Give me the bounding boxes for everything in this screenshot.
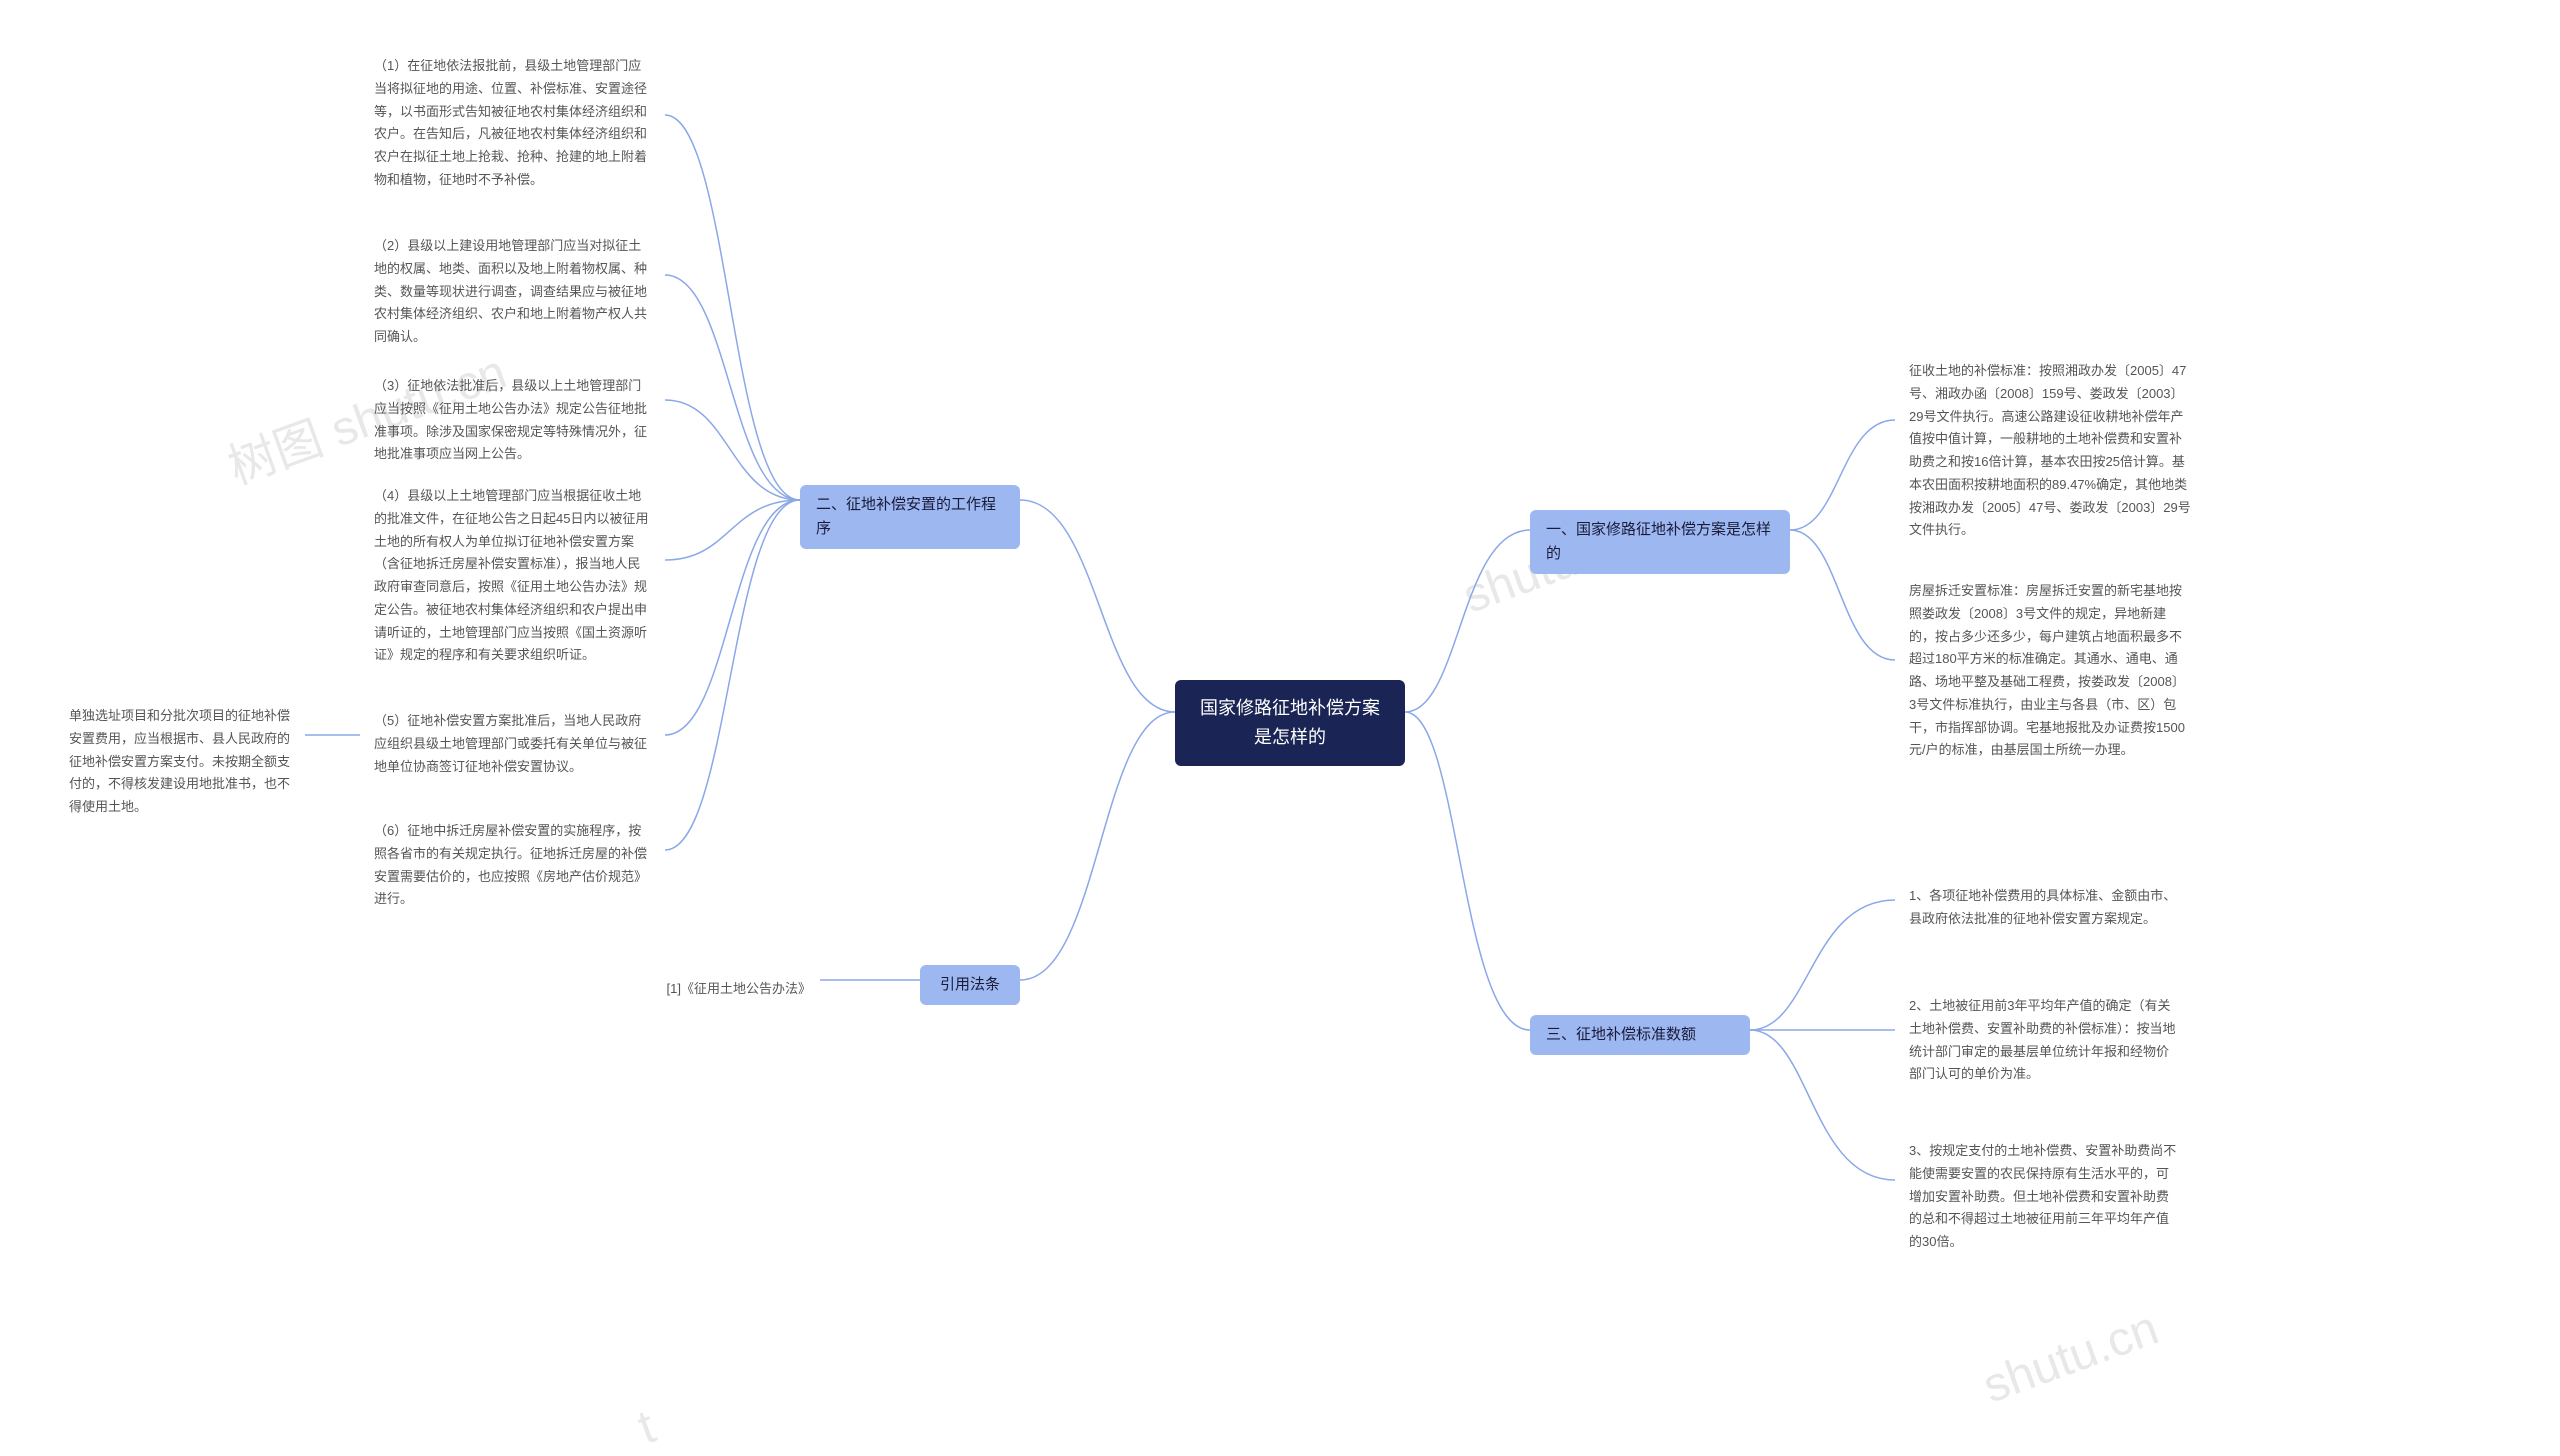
leaf-node-1-2: 房屋拆迁安置标准：房屋拆迁安置的新宅基地按照娄政发〔2008〕3号文件的规定，异… [1895, 570, 2205, 772]
leaf-node-1-1: 征收土地的补偿标准：按照湘政办发〔2005〕47号、湘政办函〔2008〕159号… [1895, 350, 2205, 552]
watermark: t [631, 1399, 662, 1455]
leaf-node-2-1: （1）在征地依法报批前，县级土地管理部门应当将拟征地的用途、位置、补偿标准、安置… [360, 45, 665, 202]
leaf-node-3-3: 3、按规定支付的土地补偿费、安置补助费尚不能使需要安置的农民保持原有生活水平的，… [1895, 1130, 2195, 1264]
branch-node-2[interactable]: 二、征地补偿安置的工作程序 [800, 485, 1020, 549]
leaf-node-2-5-sub: 单独选址项目和分批次项目的征地补偿安置费用，应当根据市、县人民政府的征地补偿安置… [55, 695, 305, 829]
leaf-node-2-2: （2）县级以上建设用地管理部门应当对拟征土地的权属、地类、面积以及地上附着物权属… [360, 225, 665, 359]
branch-node-3[interactable]: 三、征地补偿标准数额 [1530, 1015, 1750, 1055]
branch-node-1[interactable]: 一、国家修路征地补偿方案是怎样的 [1530, 510, 1790, 574]
leaf-node-2-6: （6）征地中拆迁房屋补偿安置的实施程序，按照各省市的有关规定执行。征地拆迁房屋的… [360, 810, 665, 921]
leaf-node-ref-1: [1]《征用土地公告办法》 [615, 968, 825, 1011]
leaf-node-3-2: 2、土地被征用前3年平均年产值的确定（有关土地补偿费、安置补助费的补偿标准）：按… [1895, 985, 2195, 1096]
leaf-node-2-4: （4）县级以上土地管理部门应当根据征收土地的批准文件，在征地公告之日起45日内以… [360, 475, 665, 677]
leaf-node-3-1: 1、各项征地补偿费用的具体标准、金额由市、县政府依法批准的征地补偿安置方案规定。 [1895, 875, 2195, 941]
leaf-node-2-5: （5）征地补偿安置方案批准后，当地人民政府应组织县级土地管理部门或委托有关单位与… [360, 700, 665, 788]
mindmap-canvas: 树图 shutu.cn shutu.cn shutu.cn t 国家修路征地补偿… [0, 0, 2560, 1423]
watermark: shutu.cn [1976, 1301, 2165, 1415]
leaf-node-2-3: （3）征地依法批准后，县级以上土地管理部门应当按照《征用土地公告办法》规定公告征… [360, 365, 665, 476]
center-node[interactable]: 国家修路征地补偿方案是怎样的 [1175, 680, 1405, 766]
branch-node-ref[interactable]: 引用法条 [920, 965, 1020, 1005]
